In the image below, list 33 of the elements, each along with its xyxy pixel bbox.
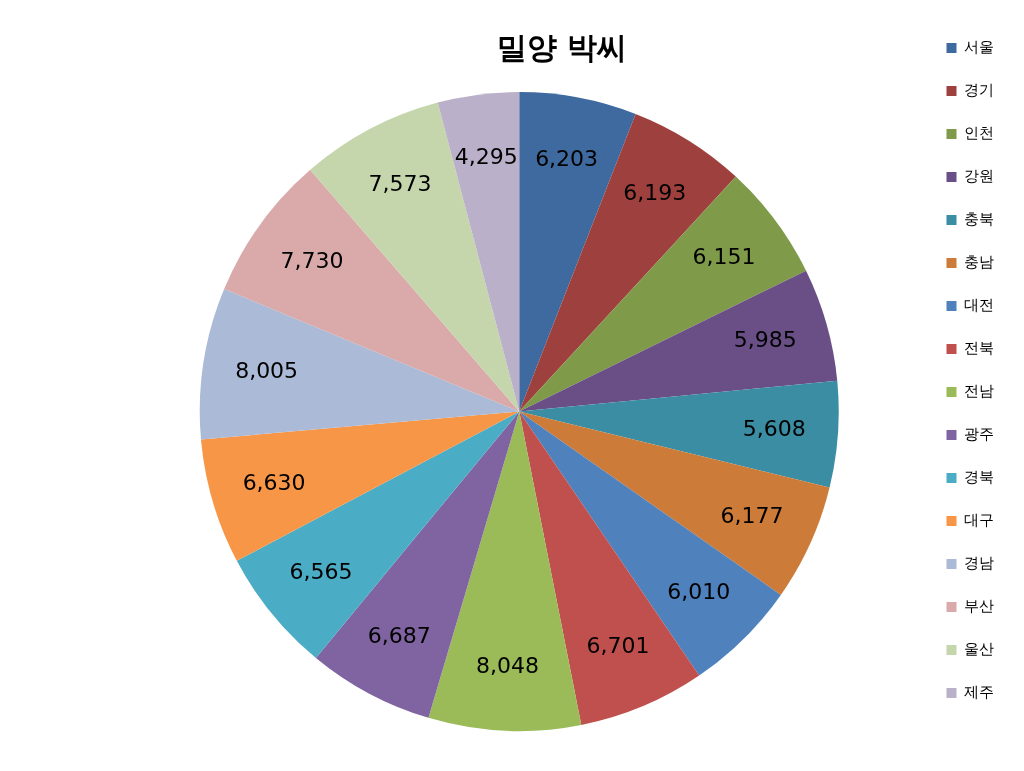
data-label: 8,005 (235, 358, 299, 384)
legend-label: 경북 (964, 467, 994, 486)
legend-label: 울산 (964, 639, 994, 658)
data-label: 6,010 (667, 579, 731, 605)
data-label: 6,687 (367, 622, 431, 648)
legend-label: 제주 (964, 682, 994, 701)
data-label: 6,151 (692, 244, 756, 270)
legend-label: 대전 (964, 295, 994, 314)
legend-label: 경기 (964, 80, 994, 99)
data-label: 8,048 (475, 652, 539, 678)
data-label: 6,193 (623, 180, 687, 206)
data-label: 6,701 (586, 632, 650, 658)
legend-label: 부산 (964, 596, 994, 615)
chart-title: 밀양 박씨 (496, 29, 628, 65)
data-label: 7,730 (280, 247, 344, 273)
legend-label: 충북 (964, 209, 994, 228)
data-label: 6,203 (535, 146, 599, 172)
legend-label: 광주 (964, 424, 994, 443)
data-label: 5,608 (742, 415, 806, 441)
legend-label: 강원 (964, 166, 994, 185)
data-label: 6,565 (289, 558, 353, 584)
legend-label: 전남 (964, 381, 994, 400)
data-label: 6,630 (242, 469, 306, 495)
legend-label: 인천 (964, 123, 994, 142)
data-label: 7,573 (368, 171, 432, 197)
legend-label: 서울 (964, 37, 994, 56)
legend-label: 대구 (964, 510, 994, 529)
legend-label: 전북 (964, 338, 994, 357)
data-label: 5,985 (733, 327, 797, 353)
data-label: 4,295 (454, 143, 518, 169)
legend-label: 경남 (964, 553, 994, 572)
legend-label: 충남 (964, 252, 994, 271)
data-label: 6,177 (720, 502, 784, 528)
